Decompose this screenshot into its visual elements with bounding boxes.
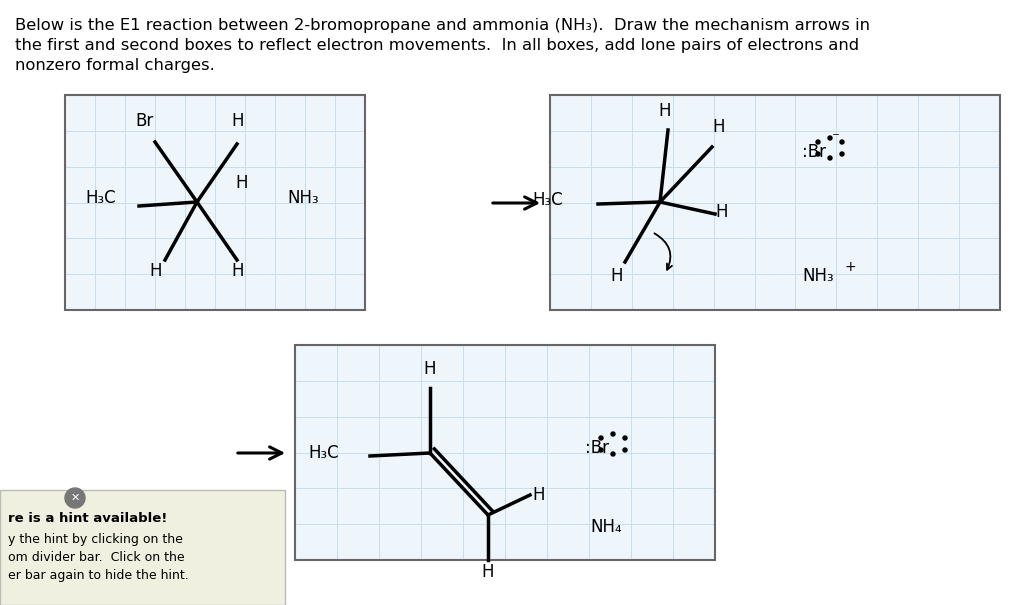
Text: H: H [234, 174, 248, 192]
Text: the first and second boxes to reflect electron movements.  In all boxes, add lon: the first and second boxes to reflect el… [15, 38, 859, 53]
Circle shape [611, 432, 615, 436]
FancyArrowPatch shape [654, 234, 672, 270]
Bar [550, 95, 1000, 310]
Circle shape [840, 152, 844, 156]
Bar [65, 95, 365, 310]
Text: :Br: :Br [585, 439, 609, 457]
Text: H₃C: H₃C [85, 189, 116, 207]
Text: H: H [231, 262, 244, 280]
Text: H: H [712, 118, 725, 136]
Text: ⁻: ⁻ [831, 130, 840, 145]
Text: H: H [231, 112, 244, 130]
Text: y the hint by clicking on the: y the hint by clicking on the [8, 533, 183, 546]
Text: om divider bar.  Click on the: om divider bar. Click on the [8, 551, 184, 564]
Circle shape [816, 152, 820, 156]
Text: H: H [658, 102, 672, 120]
Text: NH₃: NH₃ [802, 267, 834, 285]
Text: H: H [424, 360, 436, 378]
Text: H: H [481, 563, 495, 581]
Circle shape [65, 488, 85, 508]
Text: H: H [610, 267, 623, 285]
Text: NH₄: NH₄ [590, 518, 622, 536]
Text: er bar again to hide the hint.: er bar again to hide the hint. [8, 569, 188, 582]
Bar [295, 345, 715, 560]
Bar [0, 490, 285, 605]
Circle shape [828, 136, 831, 140]
Text: :Br: :Br [802, 143, 826, 161]
Text: H₃C: H₃C [308, 444, 339, 462]
Text: NH₃: NH₃ [287, 189, 318, 207]
Bar [65, 95, 365, 310]
Circle shape [816, 140, 820, 144]
Text: +: + [845, 260, 857, 274]
Text: H₃C: H₃C [532, 191, 562, 209]
Text: H: H [715, 203, 727, 221]
Text: Below is the E1 reaction between 2-bromopropane and ammonia (NH₃).  Draw the mec: Below is the E1 reaction between 2-bromo… [15, 18, 870, 33]
Bar [550, 95, 1000, 310]
Text: H: H [532, 486, 545, 504]
Text: ✕: ✕ [71, 493, 80, 503]
Text: Br: Br [135, 112, 154, 130]
Text: H: H [150, 262, 162, 280]
Circle shape [840, 140, 844, 144]
Circle shape [599, 436, 603, 440]
Circle shape [623, 448, 627, 452]
Text: re is a hint available!: re is a hint available! [8, 512, 167, 525]
Circle shape [828, 156, 831, 160]
Text: nonzero formal charges.: nonzero formal charges. [15, 58, 215, 73]
Bar [295, 345, 715, 560]
Circle shape [599, 448, 603, 452]
Circle shape [623, 436, 627, 440]
Circle shape [611, 452, 615, 456]
